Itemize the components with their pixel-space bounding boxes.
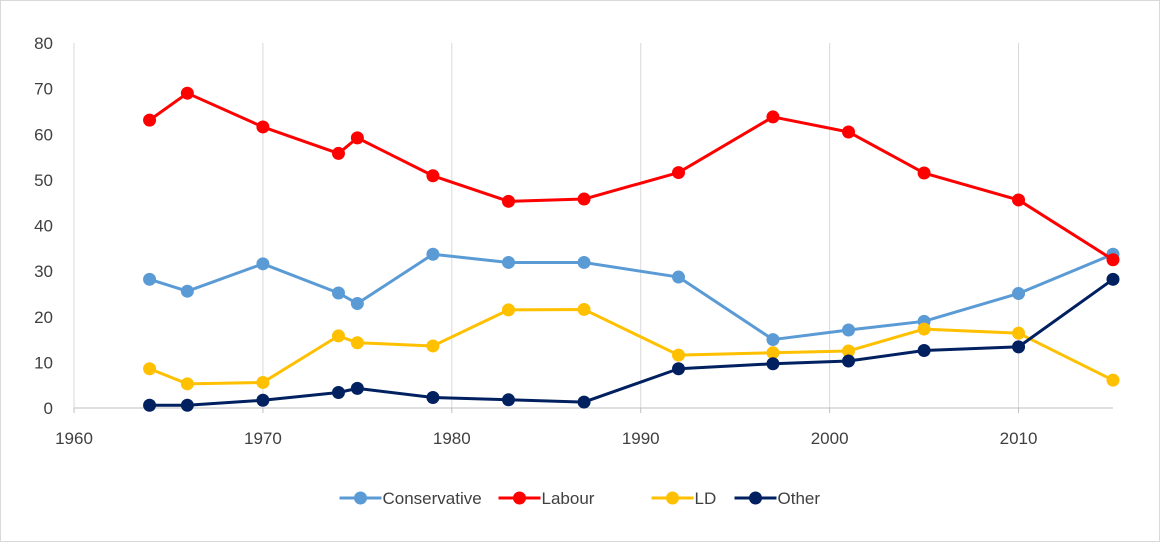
data-point-ld — [1106, 373, 1120, 387]
legend-label-labour: Labour — [542, 489, 595, 508]
x-tick-label: 1980 — [433, 429, 471, 448]
legend-label-other: Other — [778, 489, 821, 508]
data-point-ld — [180, 377, 194, 391]
y-tick-label: 50 — [34, 171, 53, 190]
legend-marker-conservative — [354, 491, 367, 505]
data-point-other — [180, 398, 194, 412]
data-point-conservative — [180, 284, 194, 298]
legend-marker-other — [749, 491, 762, 505]
data-point-other — [766, 357, 780, 371]
legend: Conservative Labour LD Other — [339, 489, 821, 508]
data-point-ld — [350, 336, 364, 350]
x-tick-label: 1970 — [244, 429, 282, 448]
data-point-labour — [672, 166, 686, 180]
data-point-ld — [917, 322, 931, 336]
data-point-labour — [143, 113, 157, 127]
y-tick-label: 30 — [34, 262, 53, 281]
series-line-other — [149, 278, 1114, 407]
data-point-conservative — [672, 270, 686, 284]
data-point-ld — [1012, 326, 1026, 340]
data-point-other — [350, 381, 364, 395]
data-point-conservative — [766, 333, 780, 347]
series-line-labour — [148, 91, 1114, 261]
legend-marker-ld — [666, 491, 679, 505]
data-point-ld — [842, 344, 856, 358]
data-point-conservative — [256, 257, 270, 271]
data-point-labour — [350, 131, 364, 145]
y-tick-label: 0 — [44, 399, 53, 418]
data-point-labour — [842, 125, 856, 139]
data-point-ld — [577, 302, 591, 316]
data-point-conservative — [350, 297, 364, 311]
data-point-labour — [501, 194, 515, 208]
data-point-conservative — [143, 272, 157, 286]
y-tick-label: 10 — [34, 353, 53, 372]
data-point-other — [331, 385, 345, 399]
y-tick-label: 20 — [34, 308, 53, 327]
data-point-other — [672, 362, 686, 376]
data-point-ld — [501, 303, 515, 317]
series-group — [143, 86, 1120, 412]
data-point-conservative — [501, 255, 515, 269]
legend-label-conservative: Conservative — [383, 489, 482, 508]
series-line-conservative — [149, 252, 1114, 342]
data-point-conservative — [1012, 286, 1026, 300]
data-point-labour — [917, 166, 931, 180]
data-point-ld — [256, 375, 270, 389]
y-tick-label: 70 — [34, 80, 53, 99]
x-tick-label: 2000 — [811, 429, 849, 448]
data-point-other — [917, 344, 931, 358]
data-point-conservative — [577, 255, 591, 269]
gridlines — [262, 43, 1020, 408]
legend-marker-labour — [513, 491, 526, 505]
y-tick-label: 40 — [34, 217, 53, 236]
data-point-other — [256, 393, 270, 407]
data-point-other — [143, 398, 157, 412]
x-tick-label: 1990 — [622, 429, 660, 448]
data-point-labour — [766, 110, 780, 124]
data-point-conservative — [426, 247, 440, 261]
data-point-labour — [180, 86, 194, 100]
data-point-labour — [1106, 253, 1120, 267]
legend-label-ld: LD — [695, 489, 717, 508]
data-point-conservative — [842, 323, 856, 337]
data-point-labour — [426, 169, 440, 183]
data-point-ld — [426, 339, 440, 353]
data-point-other — [1012, 340, 1026, 354]
data-point-ld — [331, 329, 345, 343]
data-point-labour — [577, 192, 591, 206]
data-point-other — [426, 391, 440, 405]
data-point-labour — [331, 146, 345, 160]
data-point-ld — [672, 348, 686, 362]
data-point-conservative — [331, 286, 345, 300]
data-point-labour — [256, 120, 270, 134]
series-line-ld — [149, 307, 1114, 386]
data-point-labour — [1012, 193, 1026, 207]
data-point-other — [1106, 272, 1120, 286]
y-tick-label: 60 — [34, 125, 53, 144]
data-point-other — [501, 393, 515, 407]
x-tick-label: 1960 — [55, 429, 93, 448]
data-point-ld — [766, 346, 780, 360]
y-tick-label: 80 — [34, 34, 53, 53]
data-point-other — [577, 395, 591, 409]
data-point-other — [842, 354, 856, 368]
x-tick-label: 2010 — [1000, 429, 1038, 448]
axes: 0 10 20 30 40 50 60 70 80 1960 1970 1980 1990 2000 201… — [34, 34, 1113, 448]
data-point-ld — [143, 362, 157, 376]
